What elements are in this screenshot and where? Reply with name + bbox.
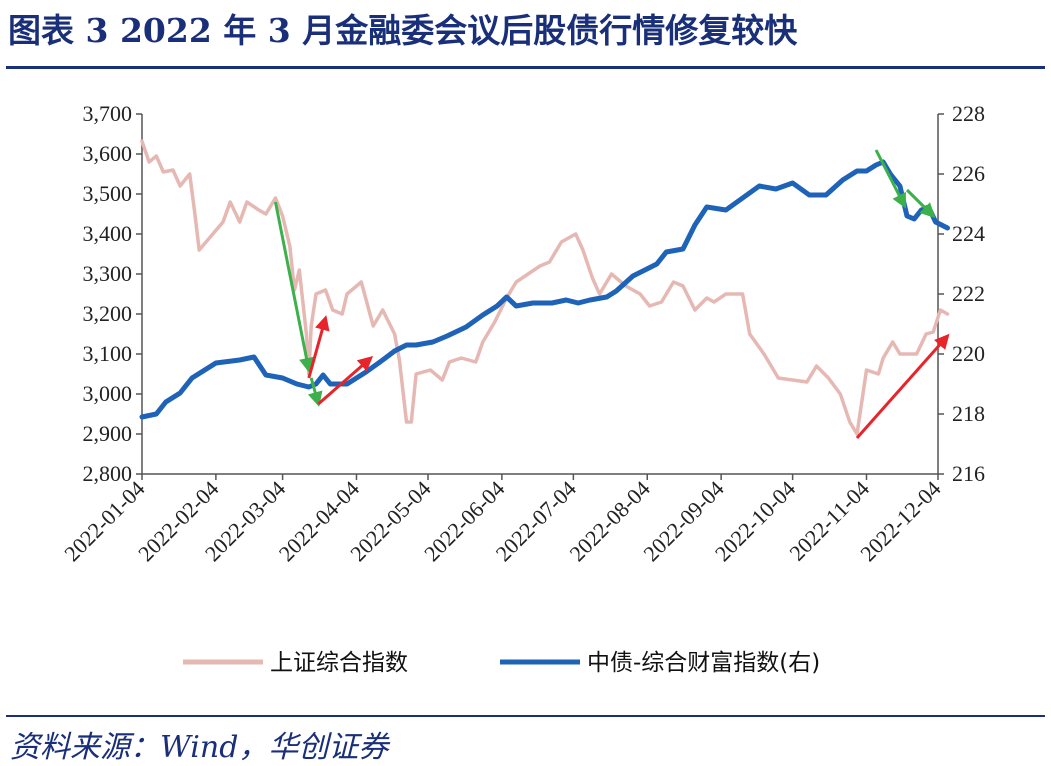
- y-left-tick-label: 3,100: [83, 341, 133, 366]
- axes-group: 3,700 3,600 3,500 3,400 3,300 3,200 3,100 3,000…: [59, 101, 985, 566]
- legend: 上证综合指数 中债-综合财富指数(右): [183, 650, 820, 676]
- y-right-tick-label: 220: [952, 341, 985, 366]
- series-line-bond: [139, 159, 950, 420]
- legend-label-stock: 上证综合指数: [270, 650, 408, 676]
- y-right-tick-label: 228: [952, 101, 985, 126]
- y-right-tick-label: 216: [952, 461, 985, 486]
- legend-label-bond: 中债-综合财富指数(右): [587, 650, 820, 676]
- annotation-arrows: [273, 149, 950, 439]
- y-right-tick-label: 222: [952, 281, 985, 306]
- series-line-stock: [140, 139, 950, 436]
- annotation-arrow-red: [317, 356, 374, 406]
- y-left-tick-label: 2,900: [83, 421, 133, 446]
- annotation-arrow-green: [273, 201, 314, 373]
- y-left-tick-label: 3,600: [83, 141, 133, 166]
- y-left-tick-label: 3,500: [83, 181, 133, 206]
- y-left-tick-label: 2,800: [83, 461, 133, 486]
- series-group: [139, 139, 950, 436]
- y-right-tick-label: 224: [952, 221, 985, 246]
- annotation-arrow-green: [905, 188, 936, 219]
- y-left-tick-label: 3,400: [83, 221, 133, 246]
- y-left-tick-label: 3,200: [83, 301, 133, 326]
- annotation-arrow-red: [307, 315, 330, 379]
- annotation-arrow-green: [307, 377, 323, 407]
- y-left-tick-label: 3,300: [83, 261, 133, 286]
- annotation-arrow-green: [874, 149, 906, 209]
- source-note: 资料来源：Wind，华创证券: [10, 730, 389, 765]
- source-rule: [6, 715, 1045, 717]
- y-right-tick-label: 218: [952, 401, 985, 426]
- y-left-tick-label: 3,700: [83, 101, 133, 126]
- y-left-tick-label: 3,000: [83, 381, 133, 406]
- chart-title: 图表 3 2022 年 3 月金融委会议后股债行情修复较快: [8, 11, 798, 50]
- title-rule: [6, 66, 1045, 69]
- y-right-tick-label: 226: [952, 161, 985, 186]
- annotation-arrow-red: [855, 333, 950, 439]
